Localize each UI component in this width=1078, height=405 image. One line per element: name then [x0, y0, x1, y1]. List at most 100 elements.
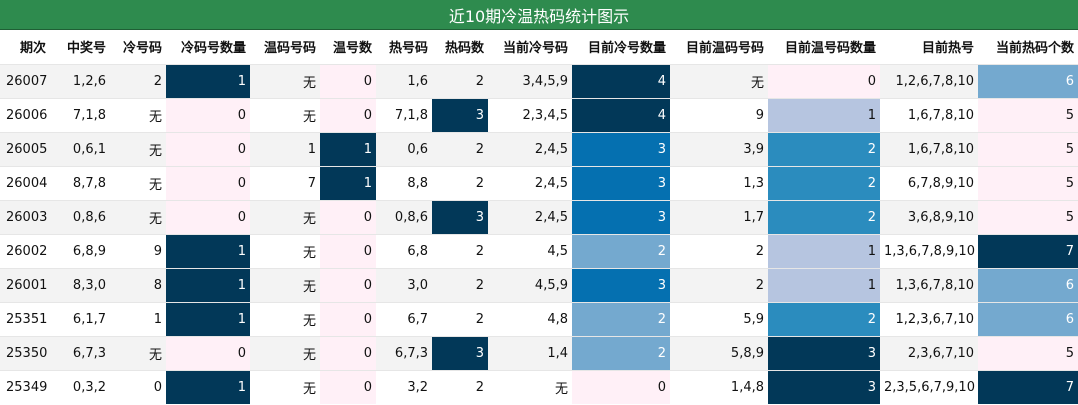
column-header: 期次 [20, 41, 47, 57]
table-cell: 无 [250, 199, 320, 234]
table-cell: 6,8 [376, 233, 432, 268]
table-cell: 0 [320, 369, 376, 404]
table-row: 26002 6,8,9 9 1 无 0 6,8 2 4,5 2 2 1 1,3,6,7,8,9,10 7 [0, 233, 1078, 268]
table-cell: 1,3,6,7,8,9,10 [880, 233, 978, 268]
table-cell: 0,8,6 [376, 199, 432, 234]
table-cell: 2 [768, 199, 880, 234]
table-cell: 0 [320, 301, 376, 336]
table-cell: 1,6,7,8,10 [880, 97, 978, 132]
table-cell: 0 [166, 97, 250, 132]
table-cell: 无 [250, 233, 320, 268]
table-cell: 1,2,3,6,7,10 [880, 301, 978, 336]
table-cell: 7 [250, 165, 320, 200]
table-cell: 3,2 [376, 369, 432, 404]
table-cell: 3 [432, 199, 488, 234]
table-cell: 无 [110, 199, 166, 234]
table-cell: 无 [250, 97, 320, 132]
column-header: 当前热码个数 [995, 41, 1074, 57]
table-cell: 1,3 [670, 165, 768, 200]
table-cell: 4 [572, 63, 670, 98]
table-cell: 1,3,6,7,8,10 [880, 267, 978, 302]
table-row: 25351 6,1,7 1 1 无 0 6,7 2 4,8 2 5,9 2 1,2,3,6,7,10 6 [0, 301, 1078, 336]
column-header: 目前冷号数量 [587, 41, 666, 57]
table-cell: 1 [320, 165, 376, 200]
table-cell: 无 [110, 165, 166, 200]
table-cell: 3 [432, 97, 488, 132]
column-header: 热码数 [444, 41, 484, 57]
table-cell: 2 [110, 63, 166, 98]
column-header: 冷码号数量 [180, 41, 246, 57]
stats-table: 期次 中奖号 冷号码 冷码号数量 温码号码 温号数 热号码 热码数 当前冷号码 目前冷号数量 目前温… [0, 30, 1078, 404]
column-header: 温号数 [332, 41, 372, 57]
table-cell: 2 [432, 131, 488, 166]
table-cell: 2,3,5,6,7,9,10 [880, 369, 978, 404]
table-cell: 0 [320, 199, 376, 234]
table-cell: 0,6,1 [54, 131, 110, 166]
table-row: 26007 1,2,6 2 1 无 0 1,6 2 3,4,5,9 4 无 0 1,2,6,7,8,10… [0, 63, 1078, 98]
table-cell: 1,4,8 [670, 369, 768, 404]
table-cell: 8 [110, 267, 166, 302]
table-cell: 25351 [0, 301, 54, 336]
table-cell: 6 [978, 267, 1078, 302]
table-cell: 1 [110, 301, 166, 336]
table-cell: 0 [768, 63, 880, 98]
table-cell: 4 [572, 97, 670, 132]
table-cell: 2 [670, 267, 768, 302]
table-cell: 3 [768, 369, 880, 404]
table-cell: 0 [166, 131, 250, 166]
table-cell: 4,8 [488, 301, 572, 336]
table-cell: 3,4,5,9 [488, 63, 572, 98]
table-cell: 9 [110, 233, 166, 268]
table-cell: 26007 [0, 63, 54, 98]
table-cell: 8,3,0 [54, 267, 110, 302]
table-title: 近10期冷温热码统计图示 [0, 0, 1078, 30]
table-cell: 2,3,4,5 [488, 97, 572, 132]
table-cell: 9 [670, 97, 768, 132]
table-cell: 26004 [0, 165, 54, 200]
table-cell: 25350 [0, 335, 54, 370]
table-row: 26003 0,8,6 无 0 无 0 0,8,6 3 2,4,5 3 1,7 2 3,6,8,9,10… [0, 199, 1078, 234]
table-cell: 无 [250, 267, 320, 302]
table-cell: 2 [768, 131, 880, 166]
table-cell: 无 [670, 63, 768, 98]
table-cell: 0 [320, 63, 376, 98]
table-cell: 2 [432, 165, 488, 200]
column-header: 热号码 [388, 41, 428, 57]
table-cell: 0,3,2 [54, 369, 110, 404]
table-cell: 2 [572, 233, 670, 268]
table-cell: 6,7,3 [54, 335, 110, 370]
table-cell: 2 [572, 335, 670, 370]
table-cell: 26002 [0, 233, 54, 268]
table-cell: 6,7,8,9,10 [880, 165, 978, 200]
table-cell: 1 [166, 267, 250, 302]
table-cell: 3,0 [376, 267, 432, 302]
table-cell: 1 [166, 369, 250, 404]
table-cell: 5 [978, 335, 1078, 370]
table-cell: 26001 [0, 267, 54, 302]
table-cell: 2 [432, 301, 488, 336]
table-cell: 1 [250, 131, 320, 166]
table-cell: 无 [250, 301, 320, 336]
table-cell: 1 [166, 233, 250, 268]
table-cell: 7,1,8 [376, 97, 432, 132]
column-header: 目前温号码数量 [784, 41, 876, 57]
table-cell: 8,8 [376, 165, 432, 200]
table-cell: 3,6,8,9,10 [880, 199, 978, 234]
table-cell: 1,7 [670, 199, 768, 234]
table-cell: 1,2,6 [54, 63, 110, 98]
table-cell: 2 [768, 165, 880, 200]
table-cell: 26005 [0, 131, 54, 166]
table-cell: 4,5,9 [488, 267, 572, 302]
table-cell: 7,1,8 [54, 97, 110, 132]
table-cell: 无 [110, 335, 166, 370]
table-cell: 0 [572, 369, 670, 404]
table-cell: 0 [320, 267, 376, 302]
table-row: 26001 8,3,0 8 1 无 0 3,0 2 4,5,9 3 2 1 1,3,6,7,8,10 6 [0, 267, 1078, 302]
table-cell: 4,5 [488, 233, 572, 268]
table-cell: 2,4,5 [488, 131, 572, 166]
table-cell: 5 [978, 165, 1078, 200]
table-cell: 5,8,9 [670, 335, 768, 370]
table-cell: 0 [320, 335, 376, 370]
table-cell: 0 [166, 199, 250, 234]
table-row: 26005 0,6,1 无 0 1 1 0,6 2 2,4,5 3 3,9 2 1,6,7,8,10 5 [0, 131, 1078, 166]
